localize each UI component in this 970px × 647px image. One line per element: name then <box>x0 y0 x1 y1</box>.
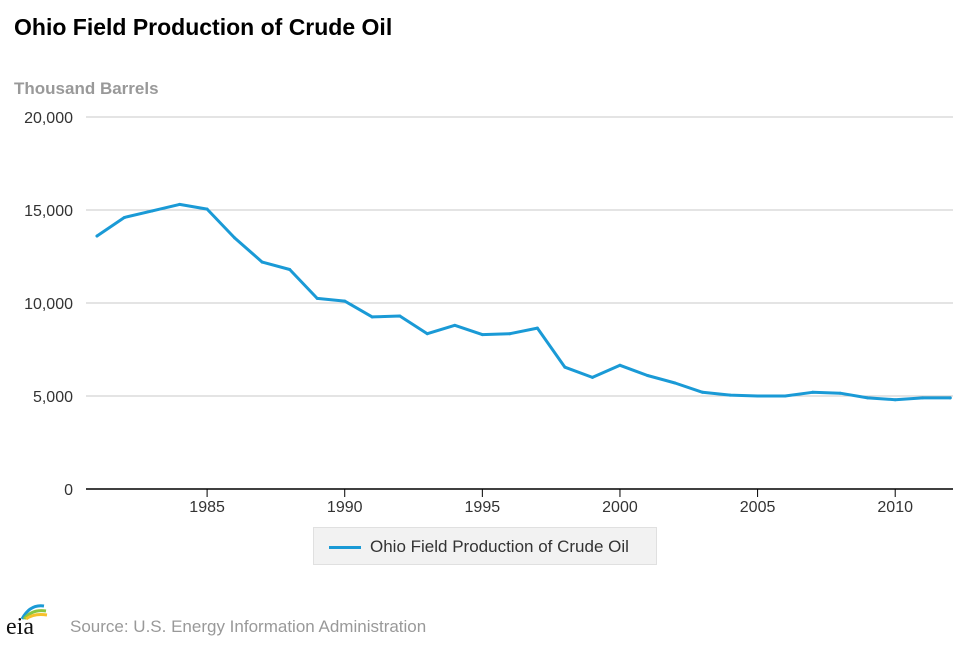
data-point <box>343 299 347 303</box>
data-point <box>150 209 154 213</box>
y-tick-label: 0 <box>64 482 73 499</box>
data-point <box>921 396 925 400</box>
x-tick-label: 1995 <box>465 499 501 516</box>
data-point <box>948 396 952 400</box>
data-point <box>838 391 842 395</box>
data-point <box>205 207 209 211</box>
x-tick-label: 2000 <box>602 499 638 516</box>
eia-logo-arcs-icon <box>20 604 48 620</box>
data-point <box>480 333 484 337</box>
data-point <box>893 398 897 402</box>
data-point <box>425 332 429 336</box>
data-point <box>645 374 649 378</box>
x-tick-label: 1985 <box>189 499 225 516</box>
data-point <box>95 234 99 238</box>
data-point <box>563 365 567 369</box>
data-point <box>783 394 787 398</box>
y-axis-unit-label: Thousand Barrels <box>14 79 159 98</box>
x-tick-label: 2010 <box>877 499 913 516</box>
legend-label: Ohio Field Production of Crude Oil <box>370 537 629 556</box>
y-tick-label: 10,000 <box>24 296 73 313</box>
x-tick-label: 2005 <box>740 499 776 516</box>
y-tick-label: 15,000 <box>24 203 73 220</box>
x-tick-label: 1990 <box>327 499 363 516</box>
data-point <box>618 363 622 367</box>
source-note: Source: U.S. Energy Information Administ… <box>70 617 427 636</box>
data-point <box>370 315 374 319</box>
legend-line-swatch <box>329 546 361 549</box>
y-tick-label: 5,000 <box>33 389 73 406</box>
data-point <box>673 381 677 385</box>
data-point <box>233 236 237 240</box>
data-point <box>508 332 512 336</box>
data-point <box>811 390 815 394</box>
data-point <box>288 268 292 272</box>
y-tick-label: 20,000 <box>24 110 73 127</box>
legend[interactable]: Ohio Field Production of Crude Oil <box>313 527 657 565</box>
data-point <box>398 314 402 318</box>
eia-logo: eia <box>6 600 56 642</box>
data-point <box>866 396 870 400</box>
chart-title: Ohio Field Production of Crude Oil <box>14 14 393 40</box>
series-line <box>95 202 952 402</box>
data-point <box>535 326 539 330</box>
data-point <box>453 323 457 327</box>
data-point <box>260 260 264 264</box>
data-point <box>315 296 319 300</box>
data-point <box>728 393 732 397</box>
data-point <box>756 394 760 398</box>
data-point <box>590 375 594 379</box>
eia-logo-text: eia <box>6 614 34 640</box>
data-point <box>178 202 182 206</box>
data-point <box>123 215 127 219</box>
data-point <box>701 390 705 394</box>
